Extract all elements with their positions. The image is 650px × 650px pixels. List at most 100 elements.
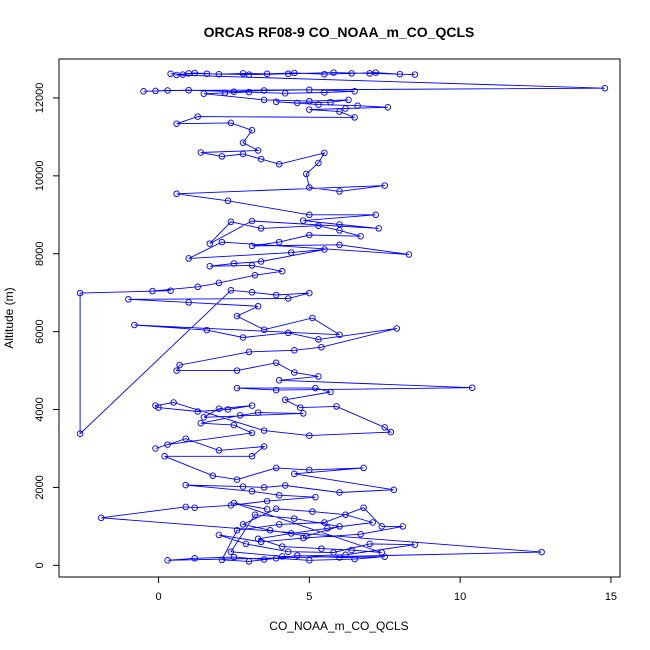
data-point (224, 197, 232, 205)
data-point (342, 511, 349, 518)
data-point (336, 188, 343, 195)
data-point (291, 515, 298, 522)
data-point (327, 388, 334, 396)
data-point (239, 483, 247, 490)
data-point (336, 489, 343, 496)
data-point (309, 508, 316, 515)
data-point (390, 486, 398, 494)
data-point (284, 70, 292, 78)
data-point (257, 155, 265, 163)
data-point (275, 521, 283, 528)
data-point (203, 70, 211, 78)
y-tick-label: 4000 (34, 397, 46, 421)
data-point (251, 271, 259, 279)
data-point (173, 71, 180, 79)
data-point (306, 466, 313, 474)
data-point (218, 556, 226, 564)
data-point (185, 255, 192, 262)
x-tick-label: 15 (605, 591, 617, 603)
data-point (224, 406, 232, 413)
data-point (272, 98, 280, 106)
data-point (351, 88, 358, 95)
data-point (227, 218, 235, 226)
data-point (185, 299, 192, 306)
data-point (230, 88, 238, 95)
data-point (321, 89, 328, 96)
data-point (309, 314, 316, 322)
data-point (306, 231, 313, 239)
data-point (239, 521, 247, 528)
data-point (173, 367, 180, 374)
data-point (191, 504, 198, 511)
data-point (393, 325, 401, 332)
data-point (218, 238, 226, 246)
data-point (315, 373, 322, 380)
data-point (354, 102, 361, 109)
y-axis-label: Altitude (m) (2, 287, 16, 348)
y-tick-label: 0 (34, 562, 46, 568)
data-point (278, 543, 286, 550)
data-point (97, 514, 105, 522)
data-point (260, 484, 268, 491)
data-point (239, 139, 247, 146)
data-point (272, 291, 280, 299)
data-point (303, 532, 310, 540)
data-point (291, 69, 298, 77)
data-point (230, 499, 238, 507)
data-point (260, 427, 268, 434)
data-point (399, 523, 407, 530)
data-point (200, 414, 208, 421)
data-point (278, 268, 286, 275)
data-point (538, 548, 545, 556)
data-point (336, 241, 343, 249)
y-tick-label: 10000 (34, 161, 46, 192)
data-point (287, 249, 295, 256)
data-point (315, 101, 322, 108)
data-point (248, 217, 256, 225)
y-tick-label: 6000 (34, 319, 46, 343)
data-point (281, 482, 289, 489)
data-point (287, 530, 295, 537)
data-point (381, 182, 388, 189)
data-point (260, 96, 268, 104)
data-point (263, 70, 271, 78)
data-point (284, 295, 292, 302)
data-point (197, 419, 205, 427)
data-point (206, 240, 214, 247)
data-point (342, 551, 349, 559)
data-point (200, 90, 208, 97)
data-point (272, 386, 280, 394)
data-point (215, 70, 223, 78)
y-tick-label: 2000 (34, 475, 46, 499)
data-point (281, 396, 289, 404)
data-point (248, 262, 256, 269)
data-point (300, 410, 307, 417)
data-point (381, 553, 388, 560)
y-tick-label: 8000 (34, 241, 46, 265)
data-point (378, 523, 385, 530)
data-point (176, 361, 183, 369)
data-point (257, 258, 265, 265)
data-point (239, 70, 247, 77)
data-point (360, 504, 367, 511)
data-point (366, 540, 373, 548)
x-tick-label: 5 (306, 591, 312, 603)
data-point (324, 525, 331, 532)
data-point (257, 225, 265, 232)
data-point (179, 71, 186, 78)
data-point (185, 70, 192, 77)
series-points (76, 69, 609, 565)
data-point (411, 541, 419, 548)
data-point (321, 149, 328, 157)
data-point (405, 251, 413, 258)
data-point (357, 232, 364, 240)
data-point (194, 283, 201, 291)
data-point (170, 399, 177, 406)
data-point (297, 404, 304, 411)
data-point (215, 447, 223, 454)
data-point (260, 556, 268, 563)
data-point (306, 211, 313, 219)
data-point (254, 409, 262, 416)
data-point (215, 531, 223, 539)
data-point (272, 555, 280, 562)
